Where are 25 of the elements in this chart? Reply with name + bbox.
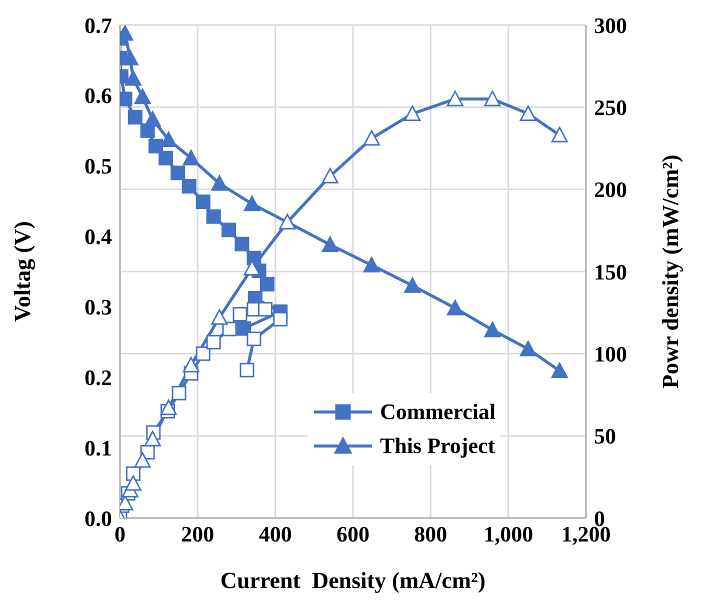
x-tick-label: 600 [336,522,370,547]
y-tick-label: 0.6 [84,83,112,108]
x-tick-label: 400 [258,522,292,547]
y-tick-label: 0.0 [84,506,112,531]
x-axis-title: Current Density (mA/cm²) [220,568,486,593]
legend-label: Commercial [380,399,496,425]
y-axis-title: Voltag (V) [10,221,36,322]
y-tick-label: 0.5 [84,154,112,179]
x-tick-label: 1,000 [484,522,534,547]
y-tick-label: 0.2 [84,364,112,390]
y-tick-label: 0.1 [84,435,112,460]
y2-axis-title: Powr density (mW/cm²) [658,154,683,388]
legend-label: This Project [380,433,496,459]
y-tick-label: 0.4 [84,224,112,250]
y2-tick-label: 300 [594,12,627,38]
y2-tick-label: 150 [594,259,627,284]
x-tick-label: 800 [414,522,448,547]
x-tick-label: 200 [181,522,214,547]
y2-tick-label: 100 [594,341,627,366]
y2-tick-label: 250 [594,94,627,120]
y2-tick-label: 200 [594,177,627,202]
y-tick-label: 0.7 [84,12,112,38]
y-tick-label: 0.3 [84,294,112,320]
x-tick-label: 0 [114,522,126,547]
y2-tick-label: 50 [594,424,616,449]
